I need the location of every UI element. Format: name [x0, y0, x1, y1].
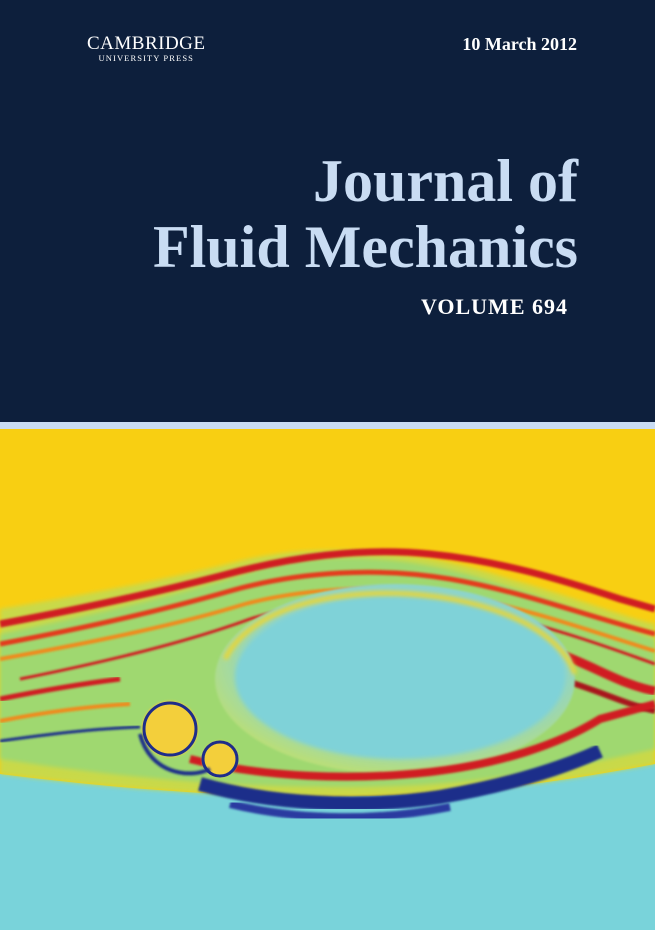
issue-date: 10 March 2012 [462, 34, 577, 54]
publisher-logo: CAMBRIDGE UNIVERSITY PRESS [87, 34, 206, 64]
journal-title-line2: Fluid Mechanics [152, 214, 578, 280]
journal-title-line1: Journal of [312, 148, 578, 214]
divider-rule [0, 422, 655, 429]
volume-number: VOLUME 694 [420, 294, 568, 319]
cover-header: CAMBRIDGE UNIVERSITY PRESS 10 March 2012… [0, 0, 655, 422]
cover-image-vortex-simulation [0, 429, 655, 930]
journal-title: Journal of Fluid Mechanics [153, 148, 578, 280]
publisher-subline: UNIVERSITY PRESS [98, 53, 194, 63]
publisher-name: CAMBRIDGE [87, 33, 206, 54]
